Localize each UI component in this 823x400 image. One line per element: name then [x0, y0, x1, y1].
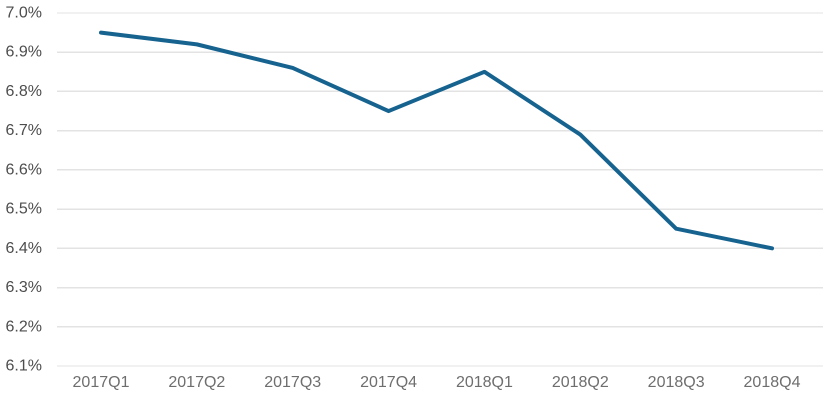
x-axis-label: 2018Q1: [456, 374, 513, 391]
y-axis-label: 6.9%: [6, 44, 42, 61]
data-line-rate: [99, 30, 774, 251]
x-axis-label: 2017Q2: [168, 374, 225, 391]
y-axis-label: 7.0%: [6, 5, 42, 22]
x-axis-label: 2017Q4: [360, 374, 417, 391]
x-axis-label: 2017Q3: [264, 374, 321, 391]
x-axis-label: 2017Q1: [73, 374, 130, 391]
x-axis-label: 2018Q4: [744, 374, 801, 391]
y-axis-label: 6.8%: [6, 83, 42, 100]
y-axis-label: 6.3%: [6, 279, 42, 296]
y-axis-label: 6.1%: [6, 358, 42, 375]
y-axis-label: 6.2%: [6, 318, 42, 335]
x-axis-label: 2018Q3: [648, 374, 705, 391]
y-axis-label: 6.7%: [6, 122, 42, 139]
y-axis-label: 6.5%: [6, 201, 42, 218]
x-axis-label: 2018Q2: [552, 374, 609, 391]
y-axis-label: 6.6%: [6, 161, 42, 178]
y-axis-label: 6.4%: [6, 240, 42, 257]
